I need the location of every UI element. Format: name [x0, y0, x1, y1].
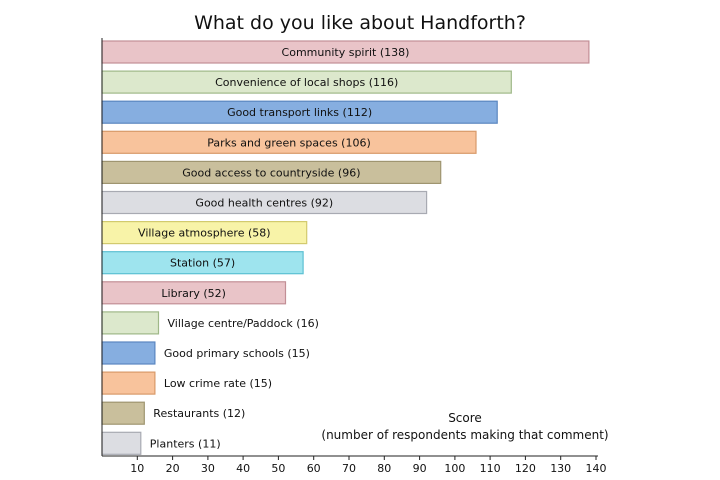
bar-label: Good transport links (112)	[227, 106, 372, 119]
bar-label: Community spirit (138)	[282, 46, 410, 59]
bar-label: Convenience of local shops (116)	[215, 76, 398, 89]
chart-title: What do you like about Handforth?	[194, 12, 526, 34]
bar-label: Planters (11)	[150, 437, 221, 450]
x-tick-label: 140	[586, 462, 607, 475]
x-tick-label: 90	[413, 462, 427, 475]
bar-label: Village centre/Paddock (16)	[168, 317, 319, 330]
bar	[101, 371, 156, 395]
x-tick-label: 100	[444, 462, 465, 475]
x-axis-title-line1: Score	[448, 411, 482, 425]
x-tick-label: 10	[130, 462, 144, 475]
bar-label: Parks and green spaces (106)	[207, 136, 371, 149]
bar	[101, 401, 145, 425]
bar-label: Good primary schools (15)	[164, 347, 310, 360]
x-tick-label: 110	[480, 462, 501, 475]
x-tick-label: 20	[166, 462, 180, 475]
x-tick-label: 60	[307, 462, 321, 475]
x-tick-label: 50	[271, 462, 285, 475]
x-tick-label: 30	[201, 462, 215, 475]
x-tick-label: 80	[377, 462, 391, 475]
x-tick-label: 70	[342, 462, 356, 475]
x-tick-label: 130	[550, 462, 571, 475]
bar-label: Restaurants (12)	[153, 407, 245, 420]
bar-label: Station (57)	[170, 257, 235, 270]
bars-layer: Community spirit (138) Convenience of loc…	[101, 40, 590, 455]
bar	[101, 341, 156, 365]
x-tick-label: 120	[515, 462, 536, 475]
x-tick-label: 40	[236, 462, 250, 475]
x-axis-title-line2: (number of respondents making that comme…	[321, 428, 608, 442]
bar-label: Village atmosphere (58)	[138, 227, 271, 240]
bar-label: Good health centres (92)	[195, 197, 333, 210]
bar-label: Library (52)	[161, 287, 226, 300]
bar	[101, 431, 142, 455]
axis-layer: 10 20 30 40 50 60 70 80 90 100 110 120 130 140	[101, 38, 607, 475]
bar-label: Good access to countryside (96)	[182, 166, 360, 179]
bar-label: Low crime rate (15)	[164, 377, 272, 390]
bar	[101, 311, 160, 335]
